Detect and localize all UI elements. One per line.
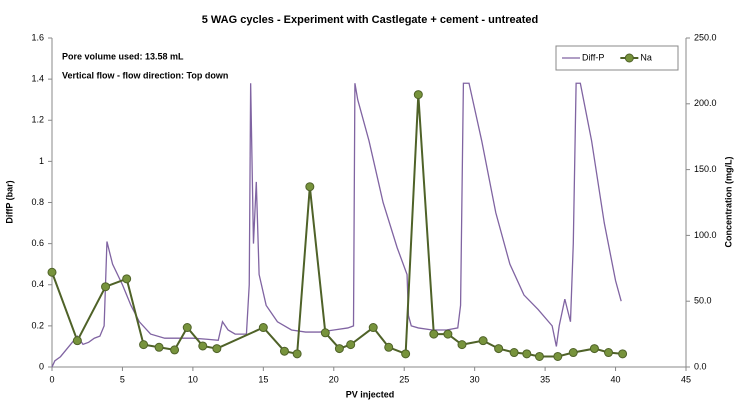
- y-tick-label: 1: [39, 156, 44, 166]
- marker: [258, 323, 268, 333]
- y-tick-label: 0.2: [31, 320, 44, 330]
- marker: [212, 344, 222, 354]
- marker: [478, 336, 488, 346]
- annotation: Vertical flow - flow direction: Top down: [62, 70, 228, 80]
- legend-marker: [624, 53, 634, 63]
- y2-tick-label: 200.0: [694, 98, 717, 108]
- marker: [72, 336, 82, 346]
- y-tick-label: 0: [39, 361, 44, 371]
- x-tick-label: 15: [258, 374, 268, 384]
- marker: [346, 340, 356, 350]
- marker: [122, 274, 132, 284]
- x-tick-label: 0: [49, 374, 54, 384]
- y2-tick-label: 0.0: [694, 361, 707, 371]
- marker: [443, 329, 453, 339]
- x-tick-label: 35: [540, 374, 550, 384]
- marker: [101, 282, 111, 292]
- y-tick-label: 0.8: [31, 197, 44, 207]
- marker: [170, 345, 180, 355]
- legend-label: Na: [640, 52, 652, 62]
- marker: [413, 90, 423, 100]
- marker: [568, 348, 578, 358]
- x-tick-label: 30: [470, 374, 480, 384]
- marker: [368, 323, 378, 333]
- marker: [305, 182, 315, 192]
- legend-label: Diff-P: [582, 52, 604, 62]
- marker: [198, 341, 208, 351]
- marker: [334, 344, 344, 354]
- y2-tick-label: 50.0: [694, 296, 712, 306]
- x-tick-label: 25: [399, 374, 409, 384]
- marker: [618, 349, 628, 359]
- x-tick-label: 40: [611, 374, 621, 384]
- y-tick-label: 0.4: [31, 279, 44, 289]
- marker: [182, 323, 192, 333]
- x-axis-title: PV injected: [346, 389, 395, 399]
- marker: [522, 349, 532, 359]
- marker: [401, 349, 411, 359]
- marker: [589, 344, 599, 354]
- marker: [279, 346, 289, 356]
- x-tick-label: 20: [329, 374, 339, 384]
- marker: [553, 351, 563, 361]
- y2-tick-label: 250.0: [694, 32, 717, 42]
- y2-axis-title: Concentration (mg/L): [723, 157, 733, 248]
- y-tick-label: 1.4: [31, 74, 44, 84]
- marker: [457, 340, 467, 350]
- x-tick-label: 45: [681, 374, 691, 384]
- y-axis-title: DiffP (bar): [4, 180, 14, 223]
- x-tick-label: 10: [188, 374, 198, 384]
- marker: [509, 348, 519, 358]
- y2-tick-label: 100.0: [694, 230, 717, 240]
- marker: [320, 328, 330, 338]
- marker: [429, 329, 439, 339]
- annotation: Pore volume used: 13.58 mL: [62, 51, 184, 61]
- marker: [47, 267, 57, 277]
- marker: [384, 342, 394, 352]
- marker: [154, 342, 164, 352]
- y-tick-label: 0.6: [31, 238, 44, 248]
- marker: [534, 351, 544, 361]
- marker: [139, 340, 149, 350]
- series-line: [51, 94, 623, 358]
- marker: [494, 344, 504, 354]
- chart-title: 5 WAG cycles - Experiment with Castlegat…: [202, 14, 539, 26]
- y-tick-label: 1.6: [31, 32, 44, 42]
- y2-tick-label: 150.0: [694, 164, 717, 174]
- marker: [292, 349, 302, 359]
- y-tick-label: 1.2: [31, 115, 44, 125]
- x-tick-label: 5: [120, 374, 125, 384]
- marker: [604, 348, 614, 358]
